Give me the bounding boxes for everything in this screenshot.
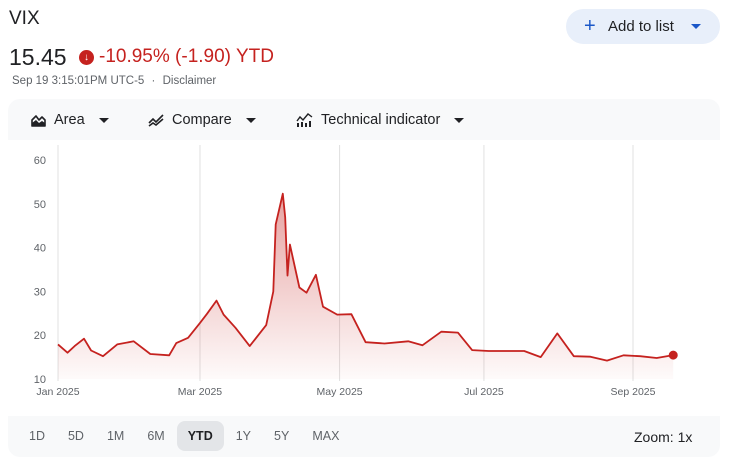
range-5d[interactable]: 5D xyxy=(67,429,84,443)
y-tick-label: 30 xyxy=(34,286,46,298)
add-to-list-label: Add to list xyxy=(608,18,674,35)
down-arrow-icon: ↓ xyxy=(79,50,94,65)
technical-indicator-icon xyxy=(296,113,313,127)
disclaimer-link[interactable]: Disclaimer xyxy=(162,75,217,87)
y-tick-label: 60 xyxy=(34,155,46,167)
x-tick-label: Mar 2025 xyxy=(178,386,223,398)
series-line xyxy=(57,192,674,362)
range-1d[interactable]: 1D xyxy=(29,429,45,443)
range-5y[interactable]: 5Y xyxy=(274,429,290,443)
area-label: Area xyxy=(54,112,85,128)
range-6m[interactable]: 6M xyxy=(147,429,165,443)
technical-indicator-label: Technical indicator xyxy=(321,112,441,128)
range-ytd[interactable]: YTD xyxy=(176,421,224,451)
zoom-level: Zoom: 1x xyxy=(634,429,693,445)
ticker-title: VIX xyxy=(9,8,40,29)
area-caret-icon xyxy=(98,117,109,123)
timestamp: Sep 19 3:15:01PM UTC-5 xyxy=(12,75,145,87)
y-tick-label: 10 xyxy=(34,374,46,386)
caret-down-icon[interactable] xyxy=(691,24,701,29)
x-tick-label: Jan 2025 xyxy=(36,386,79,398)
add-to-list-button[interactable]: + Add to list xyxy=(566,9,720,44)
last-price-point xyxy=(668,350,678,360)
current-price: 15.45 xyxy=(9,44,67,70)
compare-caret-icon xyxy=(245,117,256,123)
range-1y[interactable]: 1Y xyxy=(235,429,252,443)
y-tick-label: 20 xyxy=(34,330,46,342)
chart-type-dropdown[interactable]: Area xyxy=(31,111,109,129)
y-tick-label: 40 xyxy=(34,243,46,255)
quote-meta: Sep 19 3:15:01PM UTC-5 · Disclaimer xyxy=(12,75,216,87)
x-tick-label: Jul 2025 xyxy=(464,386,504,398)
range-max[interactable]: MAX xyxy=(312,429,340,443)
meta-separator: · xyxy=(151,75,156,87)
compare-icon xyxy=(148,113,164,127)
x-tick-label: Sep 2025 xyxy=(611,386,656,398)
compare-dropdown[interactable]: Compare xyxy=(148,111,256,129)
range-selector: 1D 5D 1M 6M YTD 1Y 5Y MAX xyxy=(18,421,351,451)
y-tick-label: 50 xyxy=(34,199,46,211)
price-change: -10.95% (-1.90) YTD xyxy=(99,46,274,67)
plus-icon: + xyxy=(584,15,596,37)
range-1m[interactable]: 1M xyxy=(106,429,125,443)
series-area-fill xyxy=(58,193,674,379)
x-tick-label: May 2025 xyxy=(317,386,363,398)
technical-indicator-dropdown[interactable]: Technical indicator xyxy=(296,111,465,129)
area-chart-icon xyxy=(31,114,46,127)
technical-indicator-caret-icon xyxy=(454,117,465,123)
compare-label: Compare xyxy=(172,112,232,128)
